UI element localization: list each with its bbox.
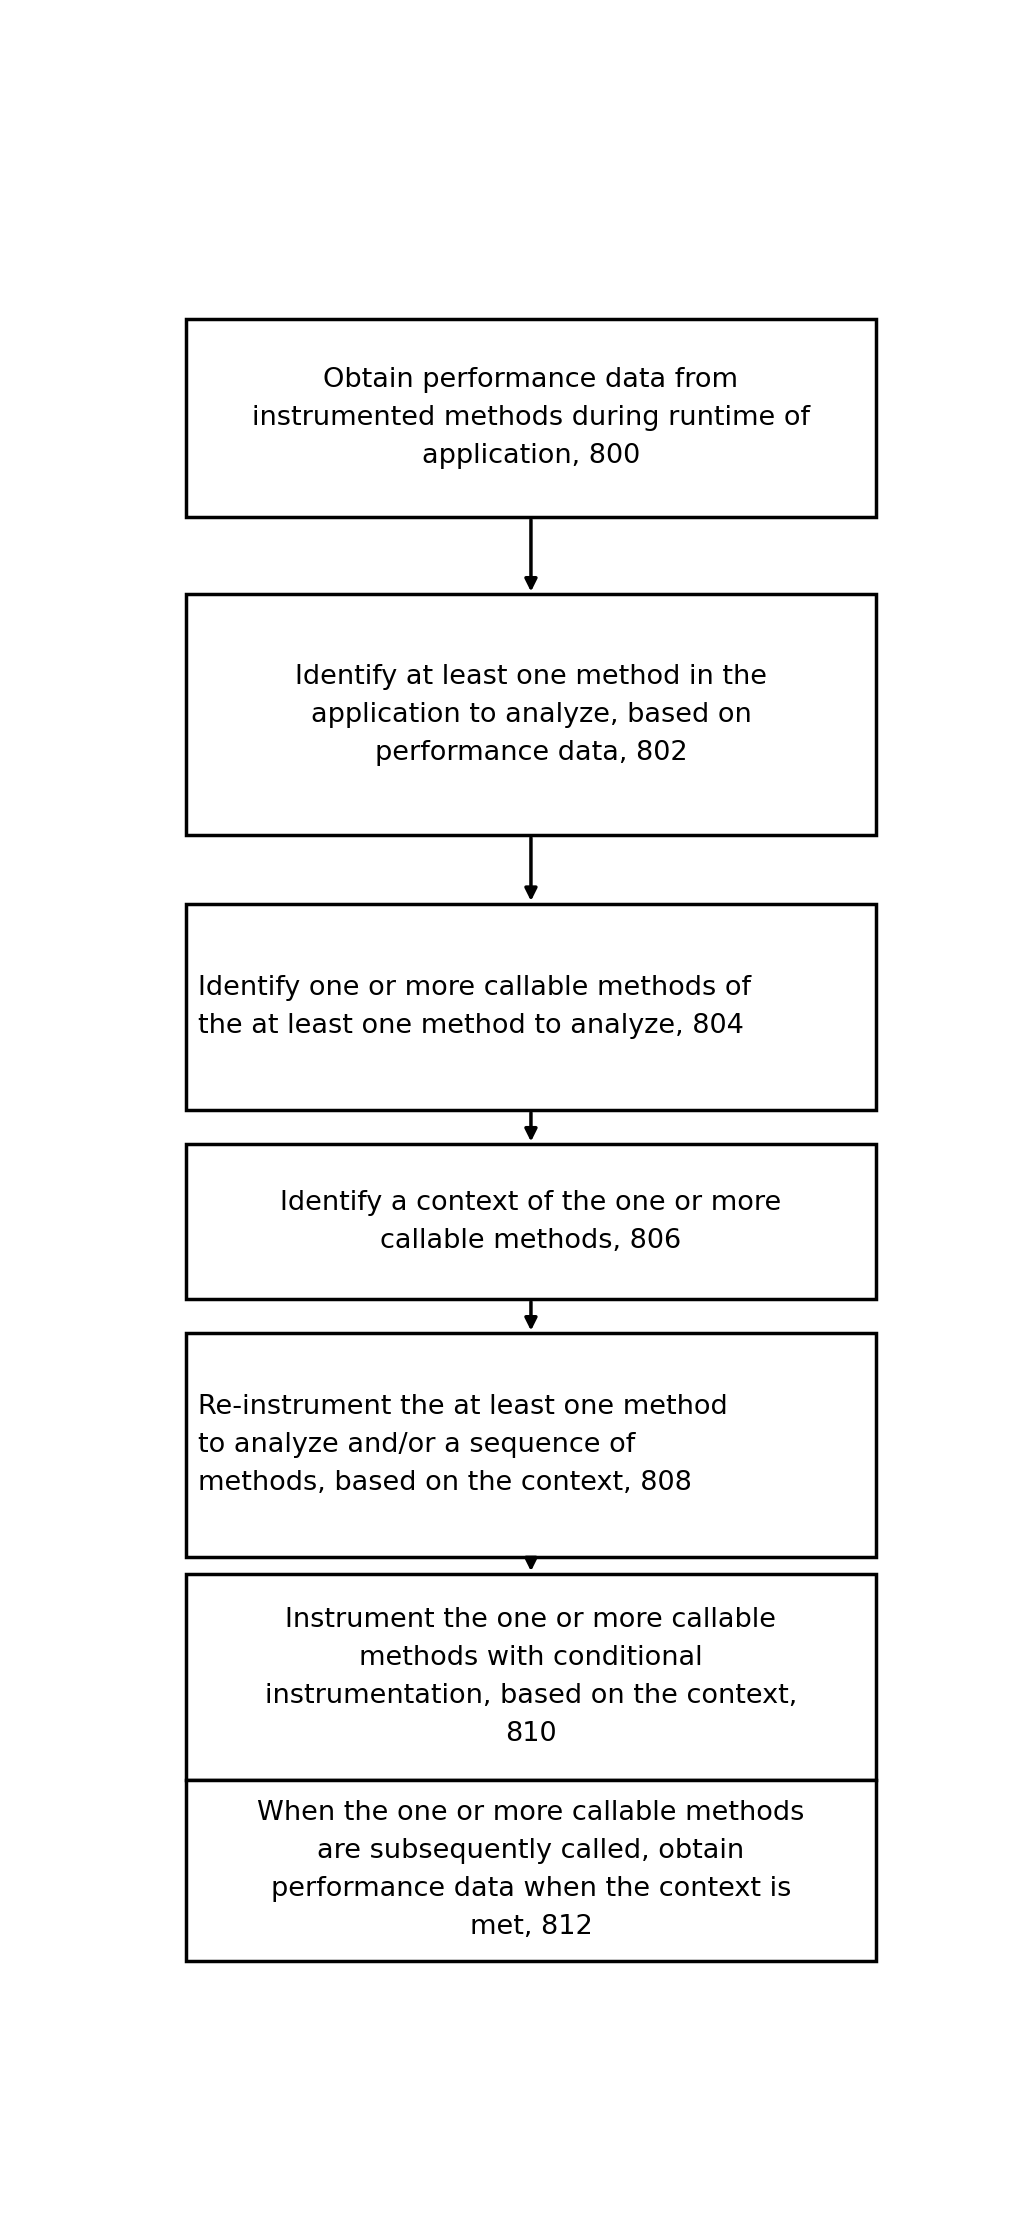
- Text: Obtain performance data from
instrumented methods during runtime of
application,: Obtain performance data from instrumente…: [252, 368, 810, 469]
- Text: Identify a context of the one or more
callable methods, 806: Identify a context of the one or more ca…: [281, 1190, 781, 1254]
- Bar: [185, 1574, 876, 1781]
- Text: Identify one or more callable methods of
the at least one method to analyze, 804: Identify one or more callable methods of…: [198, 975, 751, 1038]
- Text: Re-instrument the at least one method
to analyze and/or a sequence of
methods, b: Re-instrument the at least one method to…: [198, 1395, 727, 1495]
- Bar: [185, 594, 876, 835]
- Bar: [185, 1781, 876, 1960]
- Bar: [185, 1333, 876, 1558]
- Text: When the one or more callable methods
are subsequently called, obtain
performanc: When the one or more callable methods ar…: [257, 1801, 805, 1940]
- Bar: [185, 319, 876, 518]
- Text: Identify at least one method in the
application to analyze, based on
performance: Identify at least one method in the appl…: [295, 663, 767, 766]
- Bar: [185, 904, 876, 1109]
- Bar: [185, 1145, 876, 1299]
- Text: Instrument the one or more callable
methods with conditional
instrumentation, ba: Instrument the one or more callable meth…: [265, 1607, 797, 1748]
